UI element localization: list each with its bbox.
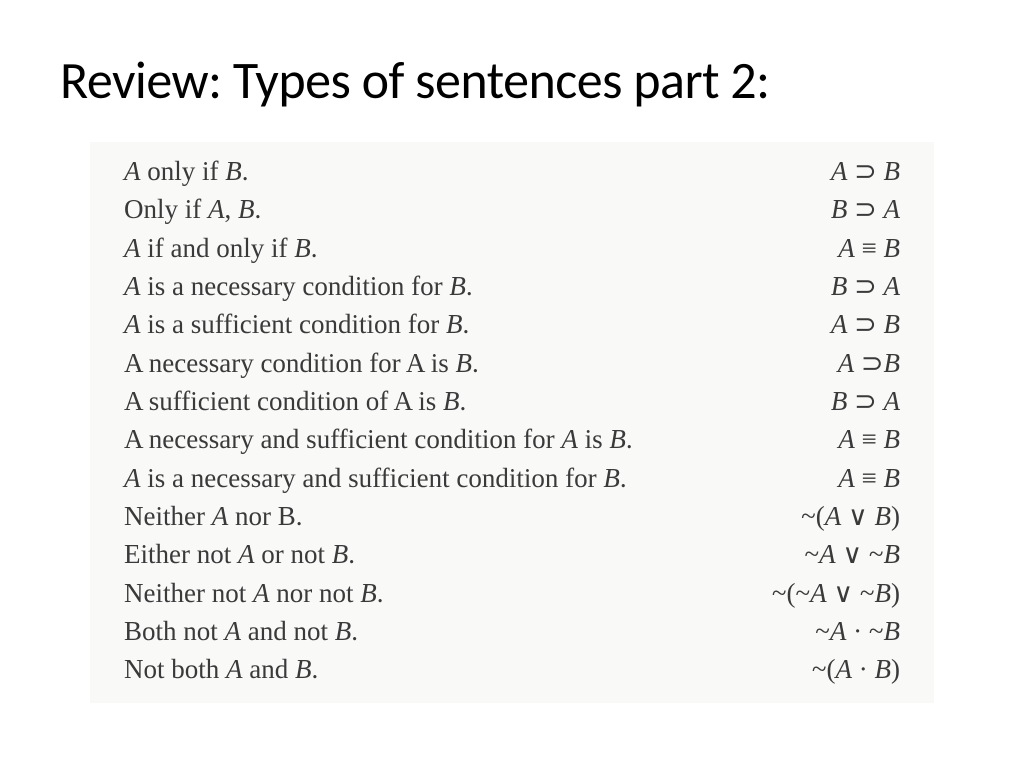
table-row: Neither not A nor not B.~(~A ∨ ~B) (124, 574, 900, 612)
logic-table: A only if B.A ⊃ BOnly if A, B.B ⊃ AA if … (90, 142, 934, 703)
english-sentence: Neither not A nor not B. (124, 574, 752, 612)
table-row: A necessary condition for A is B.A ⊃B (124, 344, 900, 382)
english-sentence: Neither A nor B. (124, 497, 781, 535)
english-sentence: A only if B. (124, 152, 811, 190)
english-sentence: Only if A, B. (124, 190, 811, 228)
english-sentence: A necessary condition for A is B. (124, 344, 818, 382)
table-row: A is a necessary condition for B.B ⊃ A (124, 267, 900, 305)
table-row: Neither A nor B.~(A ∨ B) (124, 497, 900, 535)
symbolic-form: B ⊃ A (811, 267, 900, 305)
english-sentence: Not both A and B. (124, 650, 792, 688)
symbolic-form: A ⊃ B (811, 152, 900, 190)
english-sentence: A is a necessary condition for B. (124, 267, 811, 305)
symbolic-form: A ⊃ B (811, 305, 900, 343)
english-sentence: A is a necessary and sufficient conditio… (124, 459, 818, 497)
table-row: A if and only if B.A ≡ B (124, 229, 900, 267)
symbolic-form: ~A · ~B (795, 612, 900, 650)
english-sentence: A sufficient condition of A is B. (124, 382, 811, 420)
symbolic-form: A ⊃B (818, 344, 900, 382)
table-row: Either not A or not B.~A ∨ ~B (124, 535, 900, 573)
slide: Review: Types of sentences part 2: A onl… (0, 0, 1024, 768)
symbolic-form: A ≡ B (818, 420, 900, 458)
symbolic-form: ~(~A ∨ ~B) (752, 574, 900, 612)
slide-title: Review: Types of sentences part 2: (60, 48, 974, 112)
table-row: A only if B.A ⊃ B (124, 152, 900, 190)
table-row: Only if A, B.B ⊃ A (124, 190, 900, 228)
table-row: A sufficient condition of A is B.B ⊃ A (124, 382, 900, 420)
table-row: A is a sufficient condition for B.A ⊃ B (124, 305, 900, 343)
symbolic-form: B ⊃ A (811, 190, 900, 228)
symbolic-form: ~(A · B) (792, 650, 900, 688)
english-sentence: A is a sufficient condition for B. (124, 305, 811, 343)
symbolic-form: B ⊃ A (811, 382, 900, 420)
table-row: A is a necessary and sufficient conditio… (124, 459, 900, 497)
table-row: Not both A and B.~(A · B) (124, 650, 900, 688)
symbolic-form: ~(A ∨ B) (781, 497, 900, 535)
english-sentence: A necessary and sufficient condition for… (124, 420, 818, 458)
symbolic-form: A ≡ B (818, 459, 900, 497)
english-sentence: Either not A or not B. (124, 535, 785, 573)
table-row: Both not A and not B.~A · ~B (124, 612, 900, 650)
table-row: A necessary and sufficient condition for… (124, 420, 900, 458)
english-sentence: A if and only if B. (124, 229, 818, 267)
symbolic-form: ~A ∨ ~B (785, 535, 900, 573)
symbolic-form: A ≡ B (818, 229, 900, 267)
english-sentence: Both not A and not B. (124, 612, 795, 650)
